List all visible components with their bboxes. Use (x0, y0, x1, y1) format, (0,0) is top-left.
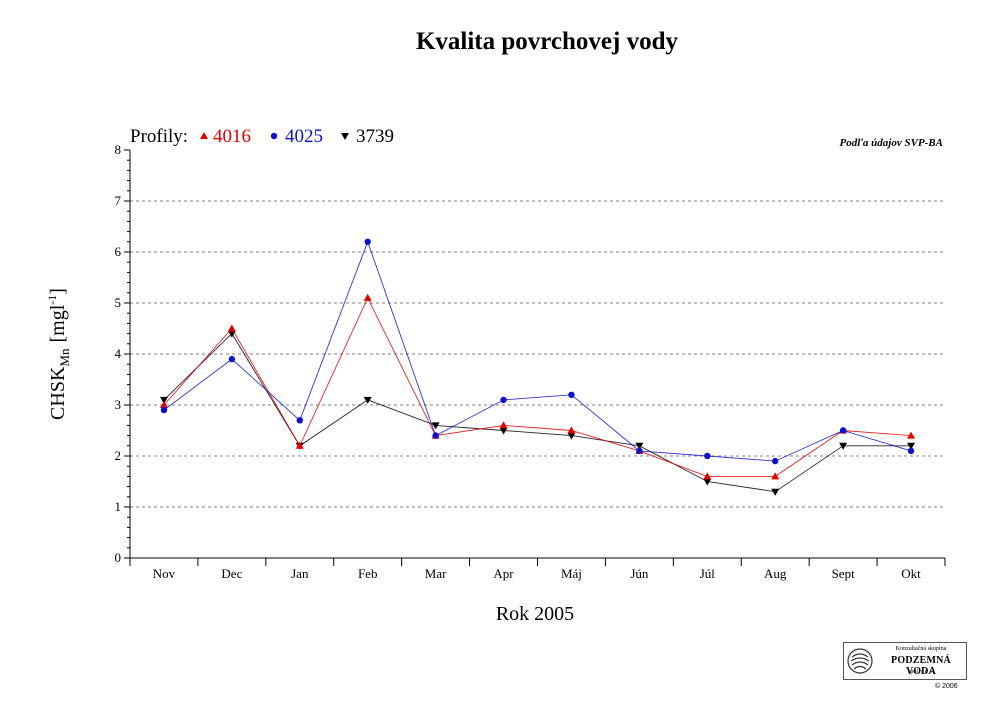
y-tick-label: 7 (115, 193, 122, 208)
data-point (227, 324, 236, 332)
data-point (295, 441, 304, 449)
y-tick-label: 0 (115, 550, 122, 565)
x-tick-label: Apr (493, 566, 514, 581)
x-tick-label: Dec (221, 566, 242, 581)
data-point (432, 432, 439, 439)
x-tick-label: Jún (630, 566, 649, 581)
data-point (567, 426, 576, 434)
series-4025 (160, 238, 915, 465)
chart-title: Kvalita povrchovej vody (415, 28, 679, 55)
company-logo: Konzultačná skupina PODZEMNÁ VODA spol. … (843, 642, 967, 680)
logo-line-1: Konzultačná skupina (895, 646, 947, 652)
series-line (163, 296, 912, 477)
legend-marker (270, 132, 278, 140)
data-point (635, 442, 644, 450)
y-axis-title-sub: Mn (57, 348, 72, 367)
data-point (568, 391, 575, 398)
legend: Profily: 4016 4025 3739 (130, 126, 394, 147)
data-point (567, 432, 576, 440)
x-tick-label: Júl (700, 566, 716, 581)
y-axis-title: CHSKMn [mgl-1] (45, 288, 72, 420)
series-line (163, 332, 912, 493)
data-point (907, 442, 916, 450)
data-point (499, 427, 508, 435)
data-point (703, 478, 712, 486)
legend-entry: 4016 (213, 126, 251, 147)
copyright: © 2006 (935, 683, 958, 690)
data-point (704, 452, 711, 460)
legend-label: Profily: (130, 126, 188, 147)
data-point (771, 472, 780, 480)
y-tick-label: 8 (115, 142, 122, 157)
data-point (771, 488, 780, 496)
data-point (499, 421, 508, 429)
legend-entry: 3739 (356, 126, 394, 147)
data-point (160, 406, 168, 414)
data-point (431, 422, 440, 430)
x-ticks: Nov Dec Jan Feb Mar Apr Máj Jún Júl Aug Sept Okt (129, 558, 946, 581)
data-point (296, 417, 303, 424)
logo-emblem-icon (847, 648, 873, 674)
y-tick-label: 1 (115, 499, 122, 514)
data-point (839, 442, 848, 450)
data-point (703, 472, 712, 480)
y-axis-title-main: CHSK (47, 366, 69, 420)
x-tick-label: Feb (358, 566, 378, 581)
logo-line-2: PODZEMNÁ VODA (891, 655, 951, 677)
legend-marker (200, 132, 208, 139)
series (159, 238, 916, 496)
x-tick-label: Sept (832, 566, 856, 581)
data-point (772, 457, 779, 465)
data-point (363, 396, 372, 404)
data-point (907, 431, 916, 439)
legend-entry: 4025 (285, 126, 323, 147)
data-point (839, 427, 847, 434)
data-point (500, 396, 507, 404)
data-point (159, 401, 168, 408)
series-line (163, 240, 912, 462)
y-ticks: 0 1 2 3 4 5 6 7 8 (115, 142, 130, 565)
x-tick-label: Okt (901, 566, 921, 581)
grid-lines (130, 200, 945, 508)
series-4016 (159, 293, 916, 480)
y-tick-label: 5 (115, 295, 122, 310)
y-tick-label: 2 (115, 448, 122, 463)
logo-line-3: spol. s r. o. (907, 669, 934, 675)
data-point (363, 293, 372, 301)
data-point (907, 447, 915, 455)
y-axis-title-unit-sup: -1 (45, 295, 59, 305)
x-tick-label: Mar (425, 566, 447, 581)
y-tick-label: 4 (115, 346, 122, 361)
legend-items: 4016 4025 3739 (200, 126, 394, 147)
y-tick-label: 6 (115, 244, 122, 259)
series-3739 (159, 330, 916, 496)
legend-marker (341, 133, 349, 140)
y-tick-label: 3 (115, 397, 122, 412)
data-point (636, 447, 643, 455)
data-point (159, 396, 168, 404)
data-point (364, 238, 371, 245)
x-tick-label: Aug (764, 566, 787, 581)
x-axis-title: Rok 2005 (496, 603, 574, 625)
data-point (228, 355, 236, 363)
y-axis-title-unit-close: ] (47, 288, 69, 295)
y-axis-title-unit: [mgl (47, 304, 69, 342)
x-tick-label: Máj (561, 566, 582, 581)
x-tick-label: Nov (153, 566, 176, 581)
source-note: Podľa údajov SVP-BA (839, 137, 943, 149)
x-tick-label: Jan (291, 566, 309, 581)
